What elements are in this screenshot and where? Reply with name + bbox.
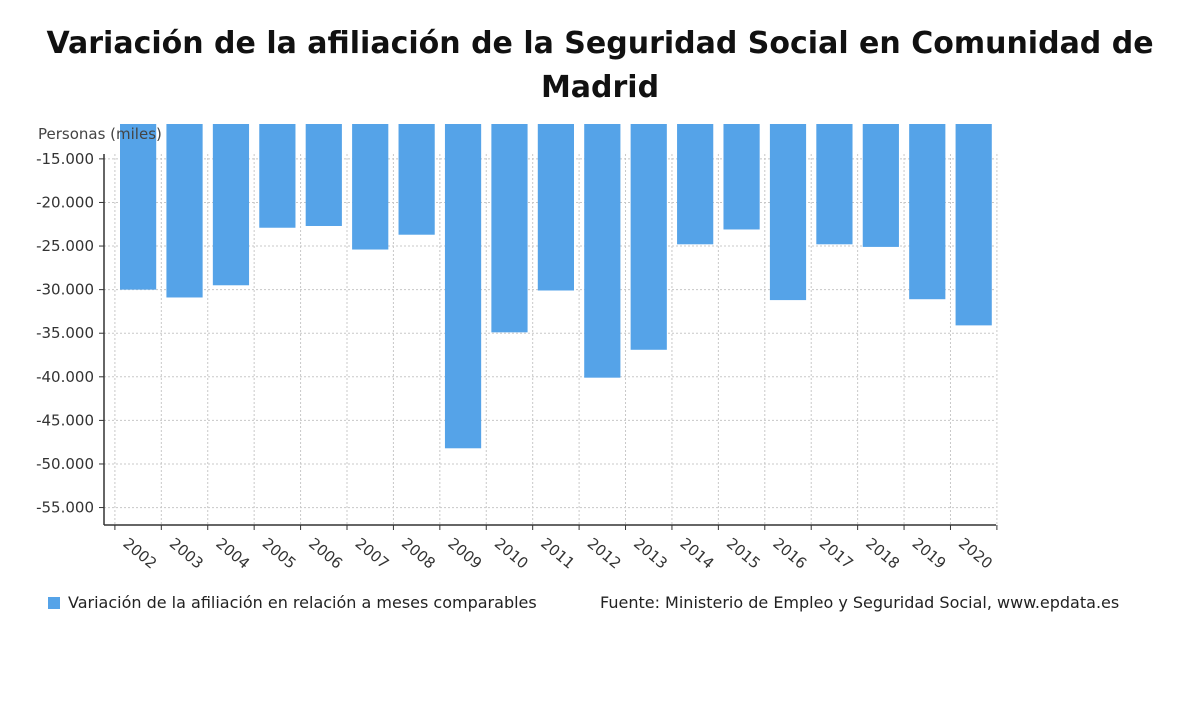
bar-2016: [769, 124, 807, 301]
x-tick-label-2007: 2007: [352, 534, 393, 572]
y-tick-label: -45.000: [36, 411, 94, 429]
bar-2005: [259, 124, 296, 228]
x-tick-label-2016: 2016: [769, 534, 810, 572]
x-tick-label-2013: 2013: [630, 534, 671, 572]
bars: [120, 124, 992, 449]
x-tick-label-2009: 2009: [444, 534, 485, 572]
bar-2009: [444, 124, 482, 449]
x-tick-label-2004: 2004: [212, 534, 253, 572]
y-tick-label: -50.000: [36, 455, 94, 473]
bar-2019: [909, 124, 946, 300]
x-tick-labels: 2002 2003 2004 2005 2006 2007 2008 2009 2010 2011…: [120, 534, 996, 572]
bar-2002: [120, 124, 157, 290]
x-tick-label-2017: 2017: [816, 534, 857, 572]
x-tick-label-2012: 2012: [584, 534, 625, 572]
bar-2008: [398, 124, 435, 235]
y-tick-label: -20.000: [36, 193, 94, 211]
chart-title: Variación de la afiliación de la Segurid…: [46, 26, 1154, 105]
y-tick-labels: -15.000 -20.000 -25.000 -30.000 -35.000 -40.0…: [36, 150, 94, 517]
x-tick-label-2014: 2014: [677, 534, 718, 572]
x-tick-label-2008: 2008: [398, 534, 439, 572]
x-tick-label-2005: 2005: [259, 534, 300, 572]
bar-2017: [816, 124, 853, 245]
bar-2020: [955, 124, 992, 326]
bar-2010: [491, 124, 528, 333]
bar-2011: [537, 124, 574, 291]
bar-2018: [862, 124, 899, 247]
x-tick-label-2018: 2018: [862, 534, 903, 572]
bar-2003: [166, 124, 203, 298]
legend-swatch: [48, 596, 60, 609]
x-tick-label-2003: 2003: [166, 534, 207, 572]
source-note: Fuente: Ministerio de Empleo y Seguridad…: [600, 593, 1120, 612]
x-tick-label-2020: 2020: [955, 534, 996, 572]
y-tick-label: -40.000: [36, 368, 94, 386]
y-tick-label: -15.000: [36, 150, 94, 168]
x-tick-label-2015: 2015: [723, 534, 764, 572]
bar-2004: [212, 124, 250, 286]
x-tick-label-2002: 2002: [120, 534, 161, 572]
y-tick-label: -25.000: [36, 237, 94, 255]
bar-2013: [630, 124, 667, 350]
y-tick-label: -30.000: [36, 281, 94, 299]
y-tick-label: -35.000: [36, 324, 94, 342]
x-tick-label-2010: 2010: [491, 534, 532, 572]
axes: [99, 154, 998, 530]
bar-2007: [352, 124, 389, 250]
x-tick-label-2006: 2006: [305, 534, 346, 572]
y-axis-label: Personas (miles): [38, 125, 162, 143]
y-tick-label: -55.000: [36, 499, 94, 517]
bar-2012: [584, 124, 621, 378]
bar-2015: [723, 124, 760, 230]
x-tick-label-2019: 2019: [909, 534, 950, 572]
grid-lines: [104, 154, 998, 525]
legend-label: Variación de la afiliación en relación a…: [68, 593, 537, 612]
x-tick-label-2011: 2011: [537, 534, 578, 572]
bar-2014: [677, 124, 714, 245]
bar-2006: [305, 124, 342, 226]
legend: Variación de la afiliación en relación a…: [48, 593, 537, 612]
